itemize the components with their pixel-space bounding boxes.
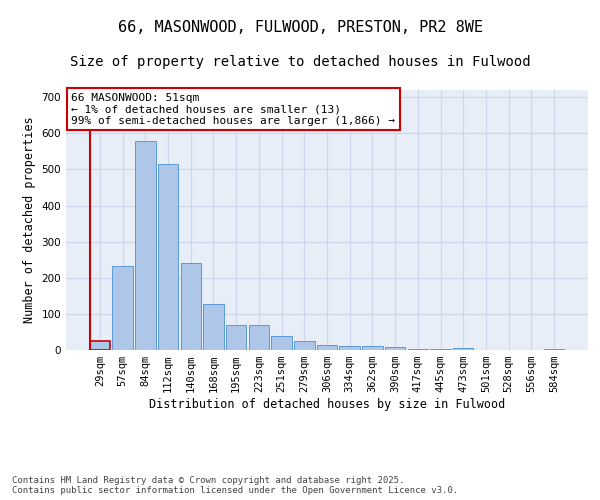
Bar	[203, 304, 224, 350]
Bar	[317, 344, 337, 350]
Bar	[453, 348, 473, 350]
X-axis label: Distribution of detached houses by size in Fulwood: Distribution of detached houses by size …	[149, 398, 505, 411]
Text: 66, MASONWOOD, FULWOOD, PRESTON, PR2 8WE: 66, MASONWOOD, FULWOOD, PRESTON, PR2 8WE	[118, 20, 482, 35]
Bar	[158, 164, 178, 350]
Bar	[385, 347, 406, 350]
Text: 66 MASONWOOD: 51sqm
← 1% of detached houses are smaller (13)
99% of semi-detache: 66 MASONWOOD: 51sqm ← 1% of detached hou…	[71, 92, 395, 126]
Bar	[90, 341, 110, 350]
Bar	[294, 340, 314, 350]
Y-axis label: Number of detached properties: Number of detached properties	[23, 116, 36, 324]
Bar	[340, 346, 360, 350]
Text: Size of property relative to detached houses in Fulwood: Size of property relative to detached ho…	[70, 55, 530, 69]
Bar	[544, 349, 564, 350]
Bar	[135, 142, 155, 350]
Text: Contains HM Land Registry data © Crown copyright and database right 2025.
Contai: Contains HM Land Registry data © Crown c…	[12, 476, 458, 495]
Bar	[248, 324, 269, 350]
Bar	[407, 349, 428, 350]
Bar	[362, 346, 383, 350]
Bar	[112, 266, 133, 350]
Bar	[226, 324, 247, 350]
Bar	[181, 264, 201, 350]
Bar	[430, 349, 451, 350]
Bar	[271, 336, 292, 350]
